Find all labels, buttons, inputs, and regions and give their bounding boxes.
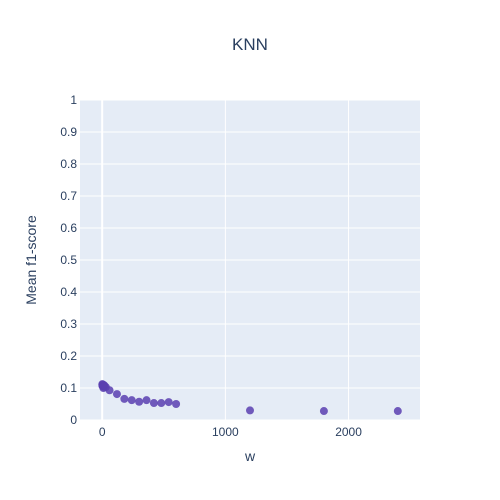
data-point: [149, 399, 158, 408]
y-tick-label: 1: [70, 93, 77, 107]
data-point: [120, 394, 129, 403]
y-tick-label: 0: [70, 413, 77, 427]
data-point: [142, 396, 151, 405]
x-axis-title: w: [244, 448, 256, 464]
data-point: [135, 397, 144, 406]
x-tick-label: 1000: [212, 425, 239, 439]
data-point: [393, 407, 402, 416]
chart-title: KNN: [232, 35, 268, 54]
data-point: [127, 396, 136, 405]
y-tick-label: 0.7: [60, 189, 77, 203]
y-tick-label: 0.4: [60, 285, 77, 299]
y-tick-label: 0.3: [60, 317, 77, 331]
y-tick-label: 0.5: [60, 253, 77, 267]
data-point: [157, 399, 166, 408]
data-point: [112, 390, 121, 399]
data-point: [105, 386, 114, 395]
y-tick-label: 0.2: [60, 349, 77, 363]
y-tick-label: 0.8: [60, 157, 77, 171]
data-point: [246, 406, 254, 415]
y-tick-label: 0.6: [60, 221, 77, 235]
y-axis-title: Mean f1-score: [23, 215, 39, 305]
y-tick-label: 0.1: [60, 381, 77, 395]
x-tick-label: 2000: [335, 425, 362, 439]
y-tick-labels: 0 0.1 0.2 0.3 0.4 0.5 0.6 0.7 0.8 0.9 1: [60, 93, 77, 427]
x-tick-labels: 0 1000 2000: [99, 425, 362, 439]
x-tick-label: 0: [99, 425, 106, 439]
data-point: [164, 398, 173, 407]
data-point: [319, 407, 328, 416]
data-points: [98, 380, 402, 416]
y-tick-label: 0.9: [60, 125, 77, 139]
gridlines: [80, 99, 420, 421]
data-point: [172, 400, 181, 408]
